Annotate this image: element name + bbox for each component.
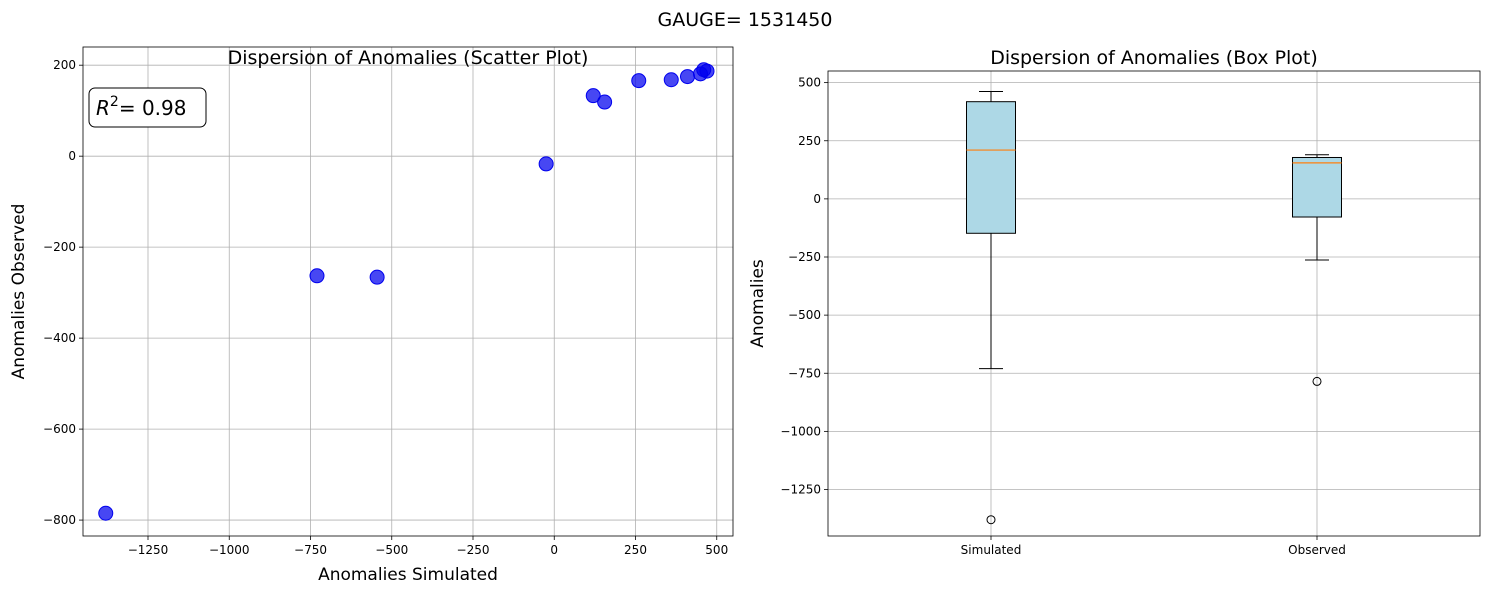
y-tick-label: 0: [68, 149, 76, 163]
y-tick-label: −600: [43, 422, 76, 436]
x-tick-label: 0: [550, 543, 558, 557]
x-tick-label: Observed: [1288, 543, 1346, 557]
r-squared-box: [88, 87, 207, 128]
y-tick-label: −800: [43, 513, 76, 527]
box-simulated: [966, 101, 1016, 234]
y-tick-label: 0: [813, 192, 821, 206]
box-plot-area: [828, 71, 1480, 536]
scatter-point: [631, 73, 647, 89]
y-tick-label: −500: [788, 308, 821, 322]
x-tick-label: −1000: [209, 543, 250, 557]
x-tick-label: −1250: [128, 543, 169, 557]
y-tick-label: −1250: [780, 483, 821, 497]
scatter-point: [663, 72, 679, 88]
y-tick-label: −750: [788, 366, 821, 380]
figure-suptitle: GAUGE= 1531450: [658, 9, 833, 31]
x-tick-label: −500: [375, 543, 408, 557]
scatter-point: [98, 505, 114, 521]
x-tick-label: 250: [624, 543, 647, 557]
scatter-point: [585, 88, 601, 104]
y-tick-label: −250: [788, 250, 821, 264]
scatter-point: [369, 269, 385, 285]
scatter-y-axis-label: Anomalies Observed: [9, 204, 29, 380]
scatter-plot-area: [83, 47, 733, 536]
scatter-plot-frame: [82, 46, 734, 537]
box-plot-frame: [827, 70, 1481, 537]
scatter-point: [699, 63, 715, 79]
x-tick-label: Simulated: [961, 543, 1022, 557]
y-tick-label: 200: [53, 58, 76, 72]
x-tick-label: −250: [457, 543, 490, 557]
y-tick-label: −400: [43, 331, 76, 345]
box-plot-axes: 500 250 0 −250 −500 −750 −1000 −1250 Simulated Ob…: [748, 47, 1481, 557]
x-tick-label: −750: [294, 543, 327, 557]
scatter-point: [680, 69, 695, 85]
scatter-point: [309, 268, 325, 284]
scatter-plot-title: Dispersion of Anomalies (Scatter Plot): [228, 47, 589, 69]
scatter-plot-axes: −1250 −1000 −750 −500 −250 0 250 500 −800 −600 −40…: [9, 46, 734, 585]
scatter-point: [597, 94, 613, 110]
r-squared-annotation: R2= 0.98: [96, 94, 186, 120]
x-tick-label: 500: [705, 543, 728, 557]
box-plot-title: Dispersion of Anomalies (Box Plot): [990, 47, 1318, 69]
y-tick-label: −1000: [780, 424, 821, 438]
y-tick-label: 250: [798, 134, 821, 148]
outlier-point: [986, 515, 996, 525]
outlier-point: [1312, 376, 1322, 386]
scatter-point: [538, 156, 554, 172]
scatter-x-axis-label: Anomalies Simulated: [318, 565, 498, 585]
y-tick-label: −200: [43, 240, 76, 254]
y-tick-label: 500: [798, 76, 821, 90]
box-y-axis-label: Anomalies: [748, 259, 768, 348]
box-observed: [1292, 156, 1342, 218]
